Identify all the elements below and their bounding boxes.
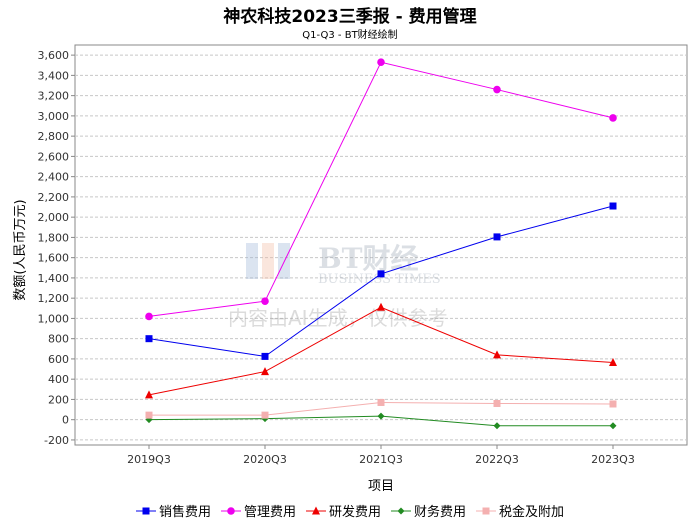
x-tick-label: 2021Q3 — [359, 453, 403, 466]
x-axis-ticks: 2019Q3 2020Q3 2021Q3 2022Q3 2023Q3 — [127, 445, 635, 466]
legend: 销售费用 管理费用 研发费用 财务费用 税金及附加 — [0, 501, 700, 520]
legend-swatch — [305, 506, 326, 514]
watermark-logo-sub: BUSINESS TIMES — [318, 272, 441, 287]
data-point — [261, 352, 269, 360]
data-point — [145, 312, 153, 321]
data-point — [145, 335, 153, 343]
legend-label: 研发费用 — [328, 505, 381, 520]
legend-item: 管理费用 — [220, 501, 296, 520]
y-tick-label: 1,600 — [38, 252, 70, 265]
y-tick-label: 400 — [48, 373, 69, 386]
legend-label: 销售费用 — [158, 505, 211, 520]
y-tick-label: 0 — [62, 414, 69, 427]
legend-item: 财务费用 — [391, 501, 466, 520]
chart-canvas: BT财经 BUSINESS TIMES 内容由AI生成，仅供参考 -200 0 20… — [13, 44, 688, 494]
y-tick-label: 2,800 — [38, 130, 70, 143]
series-layer — [145, 58, 617, 430]
legend-label: 财务费用 — [414, 505, 467, 520]
legend-item: 税金及附加 — [476, 501, 564, 520]
data-point — [377, 398, 385, 406]
x-tick-label: 2023Q3 — [591, 453, 635, 466]
legend-swatch — [391, 507, 411, 514]
y-tick-label: 3,400 — [38, 69, 70, 82]
series-5 — [145, 398, 617, 419]
data-point — [145, 411, 153, 419]
legend-item: 研发费用 — [305, 501, 381, 520]
series-3 — [145, 302, 617, 399]
legend-swatch — [476, 507, 497, 514]
data-point — [493, 399, 501, 407]
series-1 — [145, 202, 617, 360]
y-tick-label: 2,600 — [38, 150, 70, 163]
y-tick-label: 2,400 — [38, 171, 70, 184]
watermark: BT财经 BUSINESS TIMES 内容由AI生成，仅供参考 — [228, 242, 448, 330]
data-point — [493, 85, 501, 94]
data-point — [261, 367, 269, 376]
data-point — [377, 58, 385, 67]
x-tick-label: 2019Q3 — [127, 453, 171, 466]
data-point — [493, 350, 501, 359]
data-point — [609, 422, 617, 430]
x-tick-label: 2022Q3 — [475, 453, 519, 466]
y-tick-label: 1,400 — [38, 272, 70, 285]
legend-label: 管理费用 — [243, 505, 296, 520]
data-point — [145, 390, 153, 399]
y-tick-label: 3,200 — [38, 90, 70, 103]
watermark-logo-mark — [262, 243, 274, 279]
data-point — [609, 114, 617, 122]
x-tick-label: 2020Q3 — [243, 453, 287, 466]
data-point — [493, 233, 501, 241]
watermark-logo-mark — [246, 243, 258, 279]
data-point — [377, 412, 385, 420]
data-point — [493, 422, 501, 430]
chart-title: 神农科技2023三季报 - 费用管理 — [223, 7, 477, 27]
y-tick-label: 2,000 — [38, 211, 70, 224]
x-axis-title: 项目 — [368, 479, 394, 494]
legend-swatch — [220, 506, 241, 515]
legend-label: 税金及附加 — [499, 505, 565, 520]
data-point — [377, 270, 385, 278]
plot-area — [74, 44, 688, 446]
y-tick-label: 1,000 — [38, 312, 70, 325]
y-tick-label: 2,200 — [38, 191, 70, 204]
y-tick-label: 600 — [48, 353, 69, 366]
y-tick-label: 3,600 — [38, 49, 70, 62]
chart-subtitle: Q1-Q3 - BT财经绘制 — [302, 30, 398, 41]
data-point — [261, 411, 269, 419]
data-point — [609, 357, 617, 366]
legend-swatch — [135, 507, 156, 514]
y-tick-label: 3,000 — [38, 110, 70, 123]
y-tick-label: 1,200 — [38, 292, 70, 305]
y-axis-title: 数额(人民币万元) — [13, 199, 28, 300]
y-tick-label: -200 — [44, 434, 69, 447]
gridlines — [75, 54, 687, 441]
y-axis-ticks: -200 0 200 400 600 800 1,000 1,200 1,400 1,600 1,8… — [38, 49, 75, 447]
y-tick-label: 800 — [48, 333, 69, 346]
legend-item: 销售费用 — [135, 501, 211, 520]
y-tick-label: 1,800 — [38, 231, 70, 244]
watermark-logo-text: BT财经 — [318, 242, 419, 275]
series-2 — [145, 58, 617, 321]
y-tick-label: 200 — [48, 393, 69, 406]
data-point — [609, 400, 617, 408]
data-point — [609, 202, 617, 210]
data-point — [377, 302, 385, 311]
watermark-notice: 内容由AI生成，仅供参考 — [228, 306, 448, 330]
data-point — [261, 297, 269, 306]
